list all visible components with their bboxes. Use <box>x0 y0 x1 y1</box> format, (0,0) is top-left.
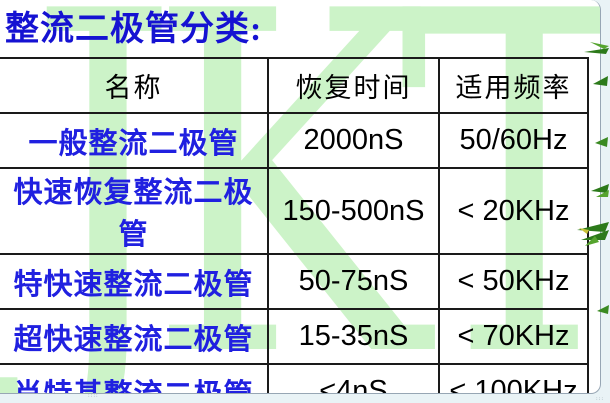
cell-recovery: 50-75nS <box>267 253 440 310</box>
page-title: 整流二极管分类: <box>5 11 263 48</box>
header-recovery: 恢复时间 <box>267 57 440 114</box>
cell-recovery: 150-500nS <box>267 167 440 255</box>
scan-artifact: :::: <box>88 393 99 399</box>
cell-frequency: < 100KHz <box>438 363 589 393</box>
cell-frequency: < 20KHz <box>438 167 589 255</box>
cell-recovery: 2000nS <box>267 112 440 169</box>
table-row: 快速恢复整流二极管 150-500nS < 20KHz <box>0 167 589 255</box>
table-row: 肖特基整流二极管 <4nS < 100KHz <box>0 363 589 393</box>
cell-name: 超快速整流二极管 <box>0 308 269 365</box>
cell-name: 肖特基整流二极管 <box>0 363 269 393</box>
table-row: 特快速整流二极管 50-75nS < 50KHz <box>0 253 589 310</box>
slide-canvas: JKT 整流二极管分类: 名称 恢复时间 适用频率 一般整流二极管 2000nS… <box>0 0 601 394</box>
header-frequency: 适用频率 <box>438 57 589 114</box>
cell-frequency: < 50KHz <box>438 253 589 310</box>
scan-artifact: ::: <box>596 396 605 402</box>
table-row: 超快速整流二极管 15-35nS < 70KHz <box>0 308 589 365</box>
table-header-row: 名称 恢复时间 适用频率 <box>0 57 589 114</box>
header-name: 名称 <box>0 57 269 114</box>
cell-frequency: 50/60Hz <box>438 112 589 169</box>
cell-name: 快速恢复整流二极管 <box>0 167 269 255</box>
table-row: 一般整流二极管 2000nS 50/60Hz <box>0 112 589 169</box>
cell-name: 特快速整流二极管 <box>0 253 269 310</box>
cell-recovery: <4nS <box>267 363 440 393</box>
cell-recovery: 15-35nS <box>267 308 440 365</box>
cell-frequency: < 70KHz <box>438 308 589 365</box>
diode-classification-table: 名称 恢复时间 适用频率 一般整流二极管 2000nS 50/60Hz 快速恢复… <box>0 57 589 393</box>
cell-name: 一般整流二极管 <box>0 112 269 169</box>
